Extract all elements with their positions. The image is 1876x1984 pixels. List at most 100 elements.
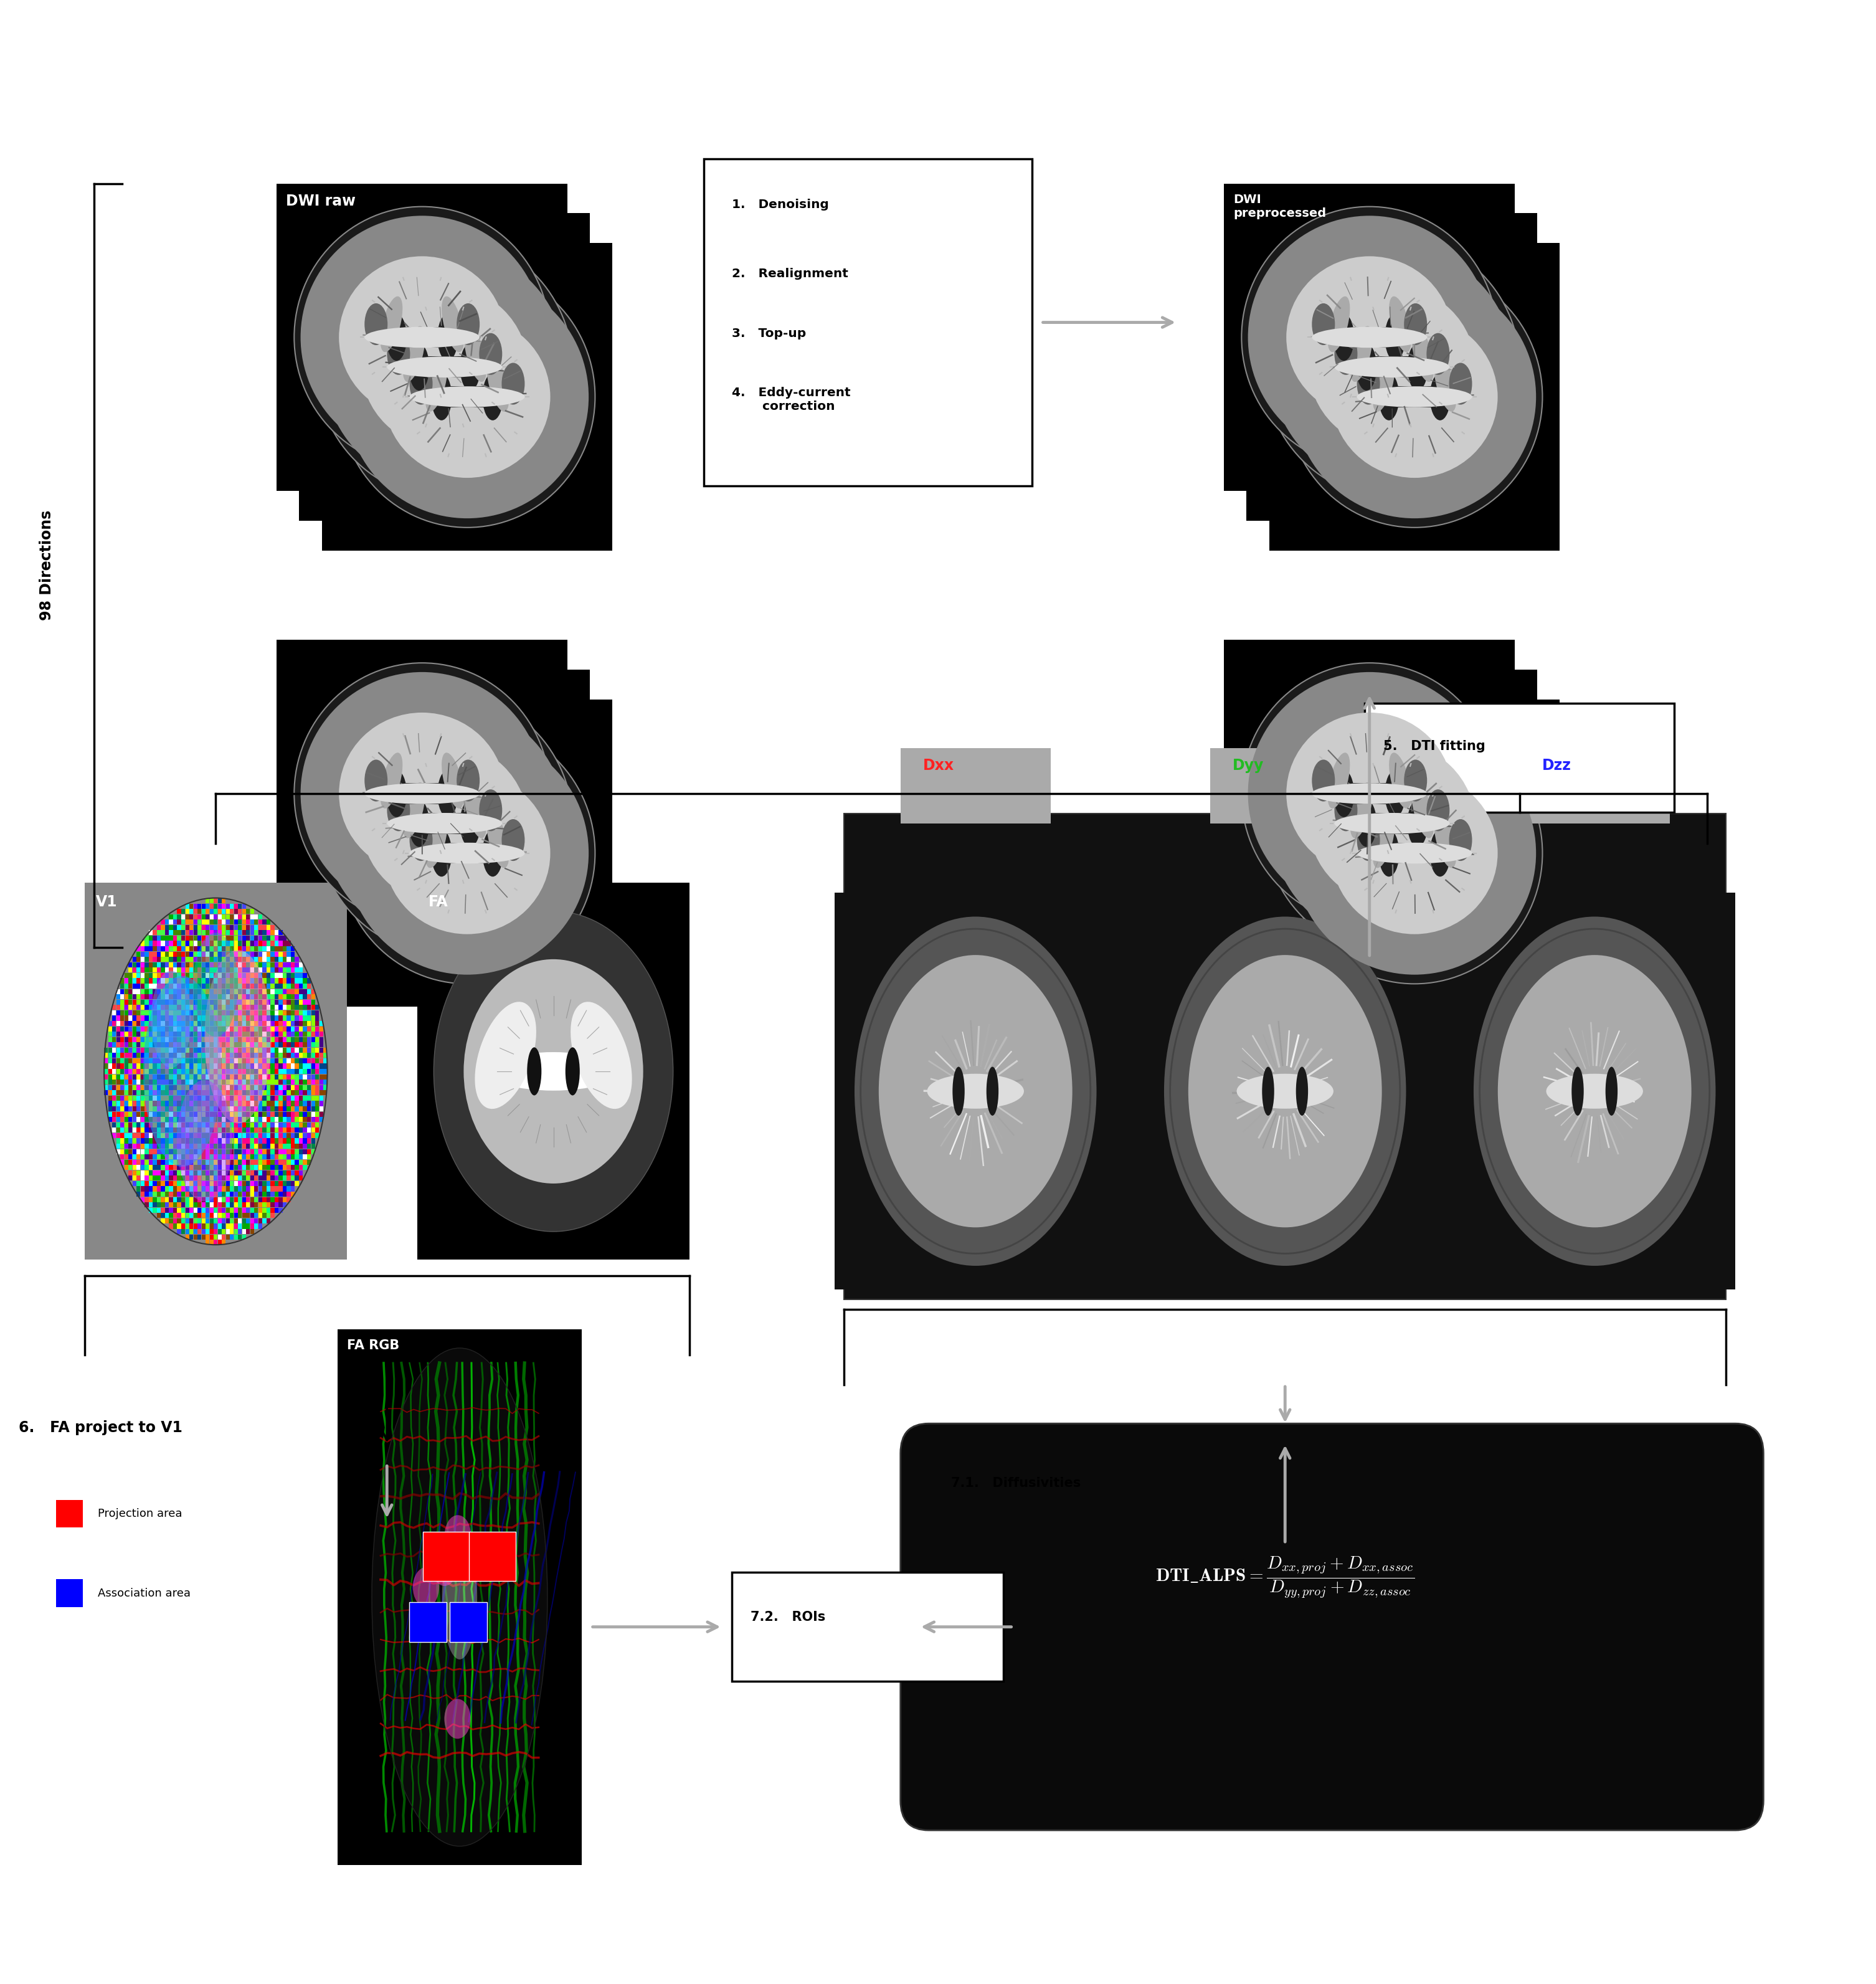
Ellipse shape [1311,327,1428,347]
Bar [197,1010,201,1016]
Bar [246,1171,250,1175]
Bar [169,994,173,1000]
Bar [189,909,193,915]
Bar [274,988,278,994]
Bar [231,1161,234,1165]
Bar [144,1111,148,1117]
Bar [124,1079,128,1085]
Bar [278,185,567,492]
Bar [197,1127,201,1133]
Bar [242,1079,246,1085]
Bar [201,994,204,1000]
Bar [158,1079,161,1085]
Bar [218,952,221,956]
Bar [128,1079,133,1085]
Bar [214,1038,218,1042]
Ellipse shape [1546,1073,1643,1109]
Bar [186,940,189,946]
Bar [169,1139,173,1143]
Ellipse shape [1411,325,1433,381]
Bar [242,1165,246,1171]
Ellipse shape [386,333,411,375]
Bar [197,1186,201,1192]
Bar [214,988,218,994]
Bar [165,1069,169,1073]
Bar [221,1073,225,1079]
Bar [266,1000,270,1004]
Bar [274,946,278,950]
Bar [242,1133,246,1139]
Ellipse shape [1311,784,1428,804]
Bar [283,1165,287,1171]
Bar [105,1069,109,1073]
Bar [173,915,176,919]
Bar [173,1123,176,1127]
Bar [141,1149,144,1155]
Bar [141,978,144,984]
Bar [311,1079,315,1085]
Bar [214,1165,218,1171]
Bar [250,962,253,968]
Bar [189,968,193,972]
Bar [206,1224,210,1228]
Bar [283,1073,287,1079]
Ellipse shape [927,1073,1024,1109]
Bar [169,1180,173,1186]
Bar [144,972,148,978]
Bar [291,956,295,962]
Bar [270,1032,274,1038]
Bar [201,1180,204,1186]
Bar [280,1208,283,1212]
Bar [173,1143,176,1149]
Bar [266,1127,270,1133]
Ellipse shape [1430,829,1450,877]
Bar [234,1149,238,1155]
Bar [152,972,158,978]
Bar [128,988,133,994]
Bar [295,1155,298,1159]
Bar [291,1143,295,1149]
Bar [182,994,186,1000]
Bar [1268,700,1561,1008]
Bar [255,1000,259,1004]
Bar [291,1048,295,1054]
Bar [169,1010,173,1016]
Bar [255,956,259,962]
Bar [158,984,161,988]
Bar [169,1165,173,1171]
Bar [231,1054,234,1057]
Bar [109,1079,113,1085]
Text: Dyy: Dyy [1233,758,1264,774]
Bar [189,1006,193,1010]
Bar [206,1171,210,1175]
Bar [283,1054,287,1057]
Bar [161,968,165,972]
Bar [144,1091,148,1095]
Bar [193,1016,197,1020]
Bar [218,1079,221,1085]
Bar [315,1057,319,1063]
Bar [148,1133,152,1139]
Bar [144,1107,148,1111]
Bar [214,1149,218,1155]
Bar [206,994,210,1000]
Bar [176,1177,182,1180]
Bar [169,1022,173,1026]
Bar [263,1057,266,1063]
Bar [214,1042,218,1048]
Ellipse shape [478,790,503,831]
Bar [116,1006,120,1010]
Bar [141,1042,144,1048]
Bar [141,1057,144,1063]
Bar [176,994,182,1000]
Bar [116,1016,120,1020]
Bar [137,952,141,956]
Bar [206,1149,210,1155]
Bar [242,1202,246,1208]
Bar [221,1212,225,1218]
Bar [255,1161,259,1165]
Ellipse shape [340,266,595,528]
Bar [141,984,144,988]
Bar [242,1234,246,1240]
Bar [304,1095,308,1101]
